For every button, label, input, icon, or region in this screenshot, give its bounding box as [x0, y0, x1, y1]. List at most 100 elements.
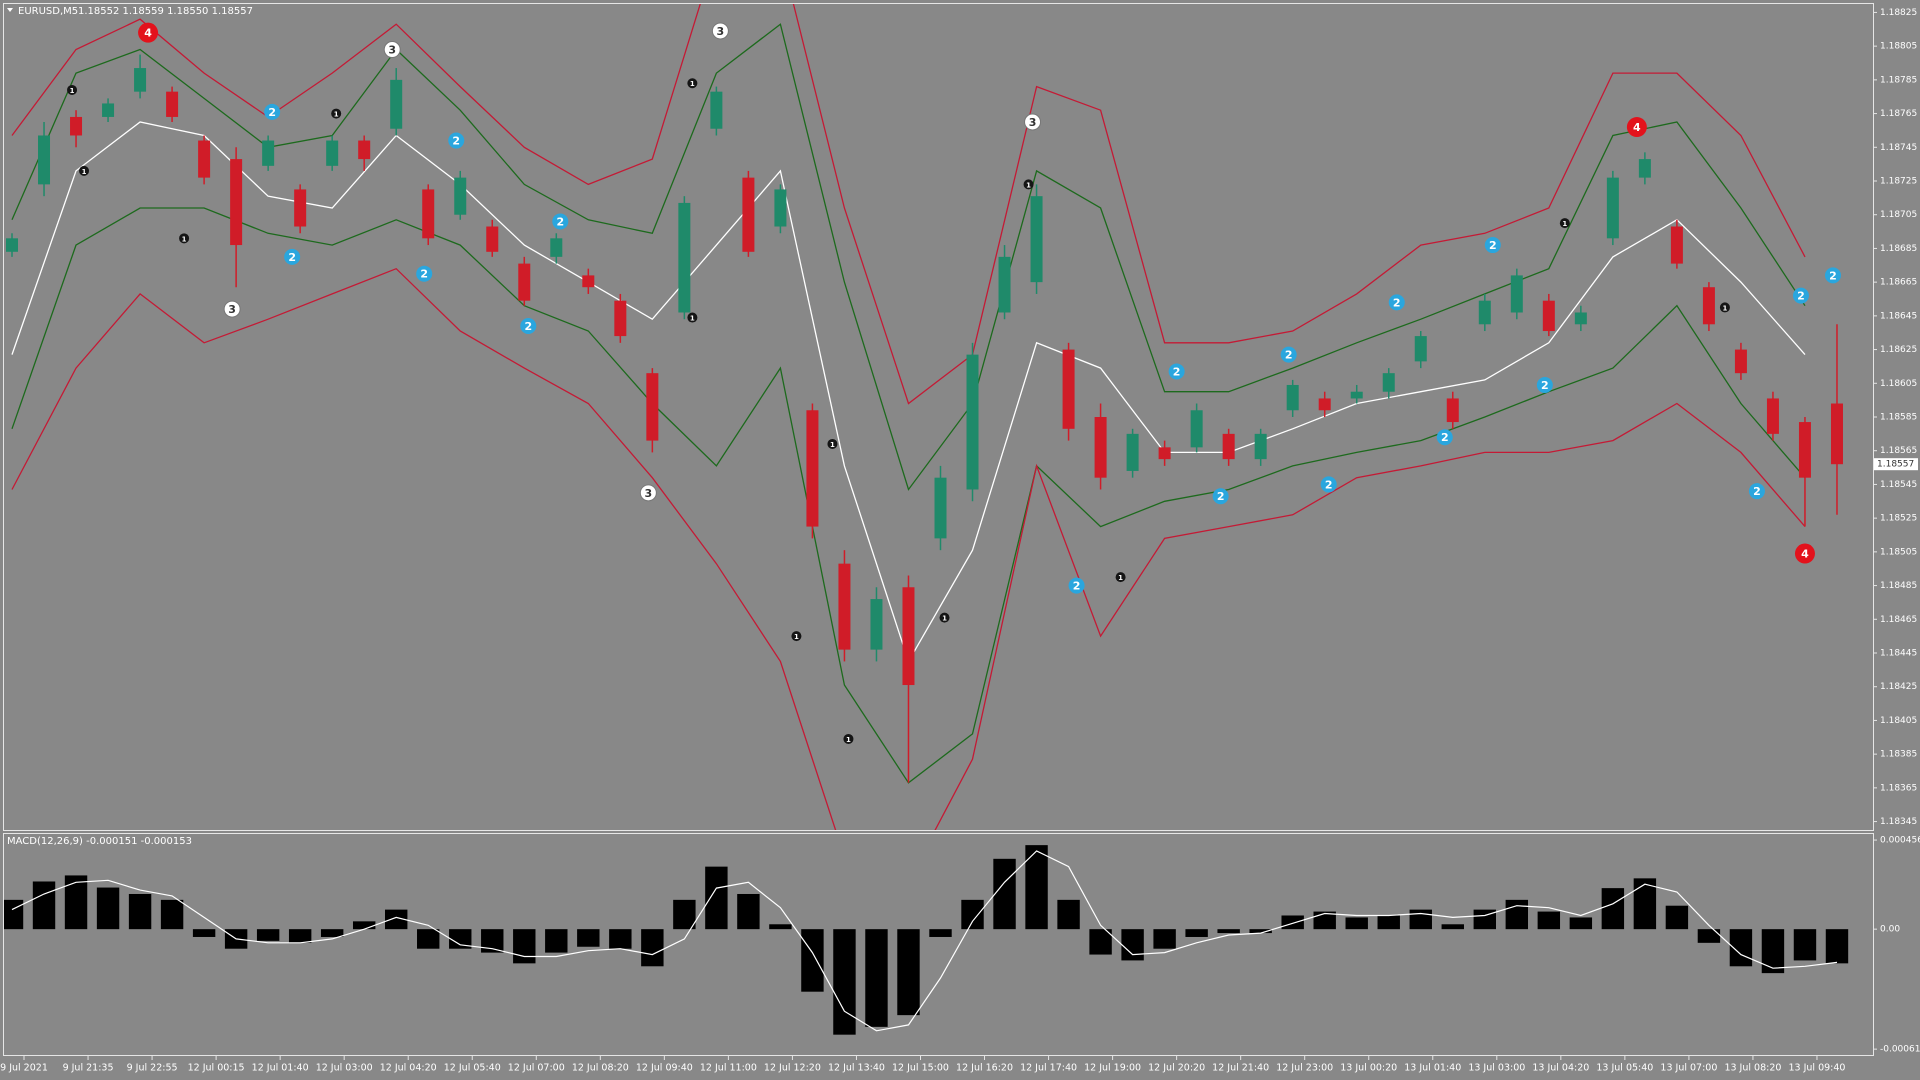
signal-label: 3 [717, 25, 725, 38]
signal-marker [843, 733, 854, 744]
y-tick-label: 1.18425 [1880, 682, 1917, 692]
macd-bar [1665, 905, 1689, 930]
macd-bar [641, 929, 664, 967]
y-tick-label: 1.18545 [1880, 480, 1917, 490]
y-tick-label: 1.18785 [1880, 75, 1917, 85]
signal-marker [416, 265, 433, 282]
candle-body [1606, 177, 1619, 239]
signal-marker [1168, 363, 1185, 380]
signal-marker [1320, 476, 1337, 493]
y-tick-label: 1.18625 [1880, 345, 1917, 355]
macd-bar [769, 924, 792, 930]
x-tick-label: 12 Jul 13:40 [828, 1063, 885, 1074]
x-tick-label: 13 Jul 07:00 [1660, 1063, 1717, 1074]
x-tick-label: 12 Jul 16:20 [956, 1063, 1013, 1074]
candle-body [1830, 403, 1843, 465]
candle-body [1702, 287, 1715, 325]
candle-body [742, 177, 755, 252]
macd-bar [1345, 917, 1368, 930]
signal-label: 1 [182, 235, 187, 243]
y-tick-label: 0.00 [1880, 925, 1900, 935]
x-tick-label: 13 Jul 05:40 [1596, 1063, 1653, 1074]
candle-body [1510, 275, 1523, 313]
candle-body [1190, 410, 1203, 448]
signal-label: 2 [1441, 431, 1449, 444]
signal-label: 1 [846, 736, 851, 744]
y-tick-label: 1.18485 [1880, 581, 1917, 591]
macd-bar [1089, 929, 1112, 955]
menu-arrow[interactable] [7, 8, 13, 12]
signal-marker [791, 631, 802, 642]
last-price-label: 1.18557 [1877, 460, 1914, 470]
candle-body [710, 91, 723, 129]
signal-marker [1212, 488, 1229, 505]
signal-label: 1 [1562, 220, 1567, 228]
candle-body [198, 140, 211, 178]
signal-marker [711, 22, 729, 40]
macd-bar [1601, 888, 1625, 930]
x-tick-label: 12 Jul 17:40 [1020, 1063, 1077, 1074]
signal-label: 2 [1829, 269, 1837, 282]
candle-body [1414, 336, 1427, 362]
signal-marker [639, 484, 657, 502]
x-tick-label: 12 Jul 21:40 [1212, 1063, 1269, 1074]
x-tick-label: 9 Jul 22:55 [127, 1063, 178, 1074]
signal-label: 4 [144, 27, 152, 40]
candle-body [998, 256, 1011, 313]
macd-bar [385, 909, 408, 930]
candle-body [966, 354, 979, 490]
signal-label: 2 [1325, 478, 1333, 491]
candle-body [1478, 300, 1491, 325]
signal-marker [264, 103, 281, 120]
macd-bar [577, 929, 600, 947]
signal-label: 1 [70, 87, 75, 95]
candle-body [6, 238, 19, 252]
y-tick-label: 1.18565 [1880, 446, 1917, 456]
macd-bar [128, 893, 152, 930]
last-price-box [1874, 458, 1918, 471]
candle-body [1798, 422, 1811, 478]
x-tick-label: 12 Jul 09:40 [636, 1063, 693, 1074]
band-line [11, 23, 1806, 491]
signal-label: 2 [1393, 296, 1401, 309]
signal-label: 2 [288, 251, 296, 264]
signal-marker [1436, 429, 1453, 446]
y-tick-label: 1.18445 [1880, 649, 1917, 659]
y-tick-label: 1.18365 [1880, 783, 1917, 793]
signal-label: 4 [1633, 121, 1641, 134]
signal-label: 4 [1801, 548, 1809, 561]
candle-body [1638, 159, 1651, 178]
macd-bar [993, 858, 1016, 930]
candle-body [934, 477, 947, 539]
signal-marker [1559, 218, 1570, 229]
signal-label: 2 [1217, 490, 1225, 503]
signal-marker [552, 213, 569, 230]
signal-marker [383, 41, 401, 59]
macd-bar [449, 929, 472, 949]
signal-label: 3 [645, 487, 653, 500]
signal-label: 2 [420, 268, 428, 281]
signal-marker [223, 300, 241, 318]
signal-marker [1792, 287, 1809, 304]
candle-body [1574, 312, 1587, 325]
macd-bar [352, 921, 376, 930]
macd-bar [192, 929, 216, 937]
x-tick-label: 12 Jul 07:00 [508, 1063, 565, 1074]
candle-body [326, 140, 339, 166]
macd-bar [737, 893, 760, 930]
macd-bar [1473, 909, 1496, 930]
macd-bar [673, 899, 696, 930]
candle-body [38, 135, 51, 185]
y-tick-label: 0.000456 [1880, 836, 1920, 846]
signal-label: 3 [228, 303, 236, 316]
macd-bar [961, 899, 984, 930]
candle-body [870, 599, 883, 650]
candle-body [1286, 384, 1299, 411]
macd-bar [1025, 845, 1048, 930]
main-plot: 4 4 4 3 3 3 3 3 2 2 2 2 2 2 2 2 2 2 2 2 2 2 2 2 2 2 1 1 1 1 1 1 1 1 1 1 1 1 1 1 [6, 4, 1843, 830]
y-tick-label: 1.18825 [1880, 8, 1917, 18]
signal-label: 2 [1285, 349, 1293, 362]
y-tick-label: 1.18765 [1880, 109, 1917, 119]
